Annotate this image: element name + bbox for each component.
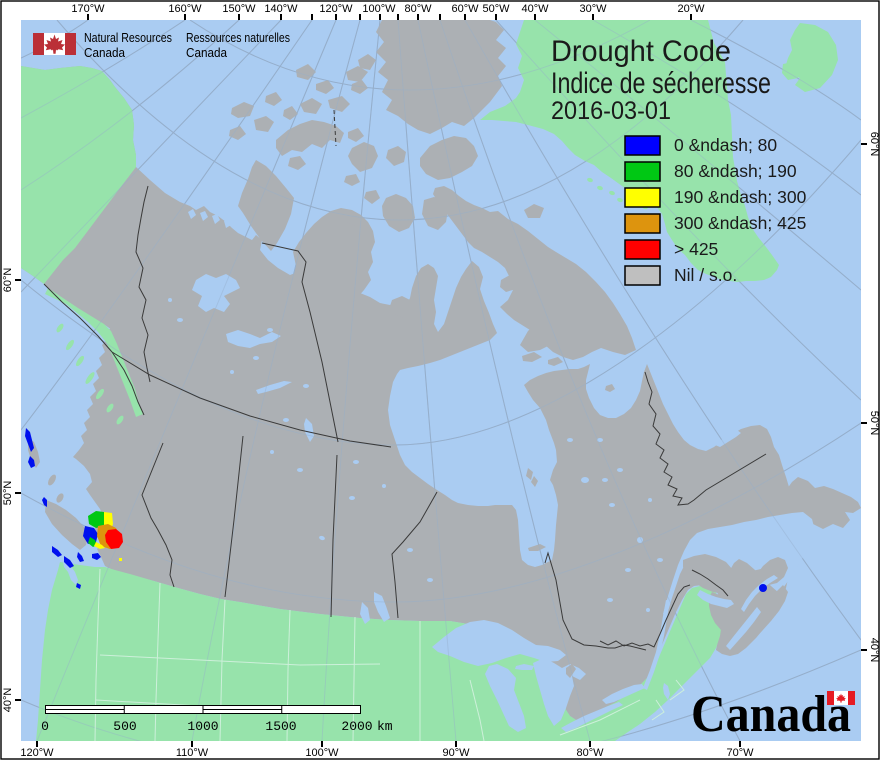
svg-text:Nil / s.o.: Nil / s.o.: [674, 265, 737, 285]
svg-text:90°W: 90°W: [442, 747, 470, 759]
svg-text:190 &ndash; 300: 190 &ndash; 300: [674, 187, 807, 207]
svg-text:1500: 1500: [265, 719, 296, 734]
svg-text:50°W: 50°W: [482, 3, 510, 15]
svg-text:150°W: 150°W: [222, 3, 256, 15]
svg-text:40°N: 40°N: [2, 688, 14, 713]
svg-text:1000: 1000: [187, 719, 218, 734]
svg-text:20°W: 20°W: [677, 3, 705, 15]
svg-text:80 &ndash; 190: 80 &ndash; 190: [674, 161, 797, 181]
svg-text:60°N: 60°N: [868, 132, 880, 157]
svg-text:Canada: Canada: [691, 686, 851, 743]
svg-text:120°W: 120°W: [319, 3, 353, 15]
svg-text:140°W: 140°W: [264, 3, 298, 15]
svg-text:100°W: 100°W: [362, 3, 396, 15]
svg-text:500: 500: [113, 719, 136, 734]
svg-text:Canada: Canada: [186, 46, 227, 60]
svg-text:Drought Code: Drought Code: [551, 35, 731, 68]
svg-text:Natural Resources: Natural Resources: [84, 31, 172, 45]
svg-text:160°W: 160°W: [168, 3, 202, 15]
svg-text:80°W: 80°W: [404, 3, 432, 15]
svg-text:60°W: 60°W: [451, 3, 479, 15]
svg-text:30°W: 30°W: [579, 3, 607, 15]
svg-text:> 425: > 425: [674, 239, 718, 259]
svg-text:0 &ndash; 80: 0 &ndash; 80: [674, 135, 777, 155]
svg-text:Canada: Canada: [84, 46, 125, 60]
svg-text:2016-03-01: 2016-03-01: [551, 97, 671, 125]
svg-text:80°W: 80°W: [576, 747, 604, 759]
svg-text:Indice de sécheresse: Indice de sécheresse: [551, 67, 771, 100]
svg-text:120°W: 120°W: [20, 747, 54, 759]
svg-text:50°N: 50°N: [868, 411, 880, 436]
svg-text:100°W: 100°W: [305, 747, 339, 759]
svg-text:0: 0: [41, 719, 49, 734]
svg-text:40°N: 40°N: [868, 638, 880, 663]
svg-text:km: km: [377, 719, 393, 734]
svg-text:170°W: 170°W: [71, 3, 105, 15]
svg-text:Ressources naturelles: Ressources naturelles: [186, 31, 290, 45]
svg-text:70°W: 70°W: [726, 747, 754, 759]
svg-text:50°N: 50°N: [2, 481, 14, 506]
svg-text:300 &ndash; 425: 300 &ndash; 425: [674, 213, 806, 233]
svg-text:2000: 2000: [341, 719, 372, 734]
svg-text:60°N: 60°N: [2, 268, 14, 293]
svg-text:110°W: 110°W: [176, 747, 209, 759]
svg-text:40°W: 40°W: [521, 3, 549, 15]
